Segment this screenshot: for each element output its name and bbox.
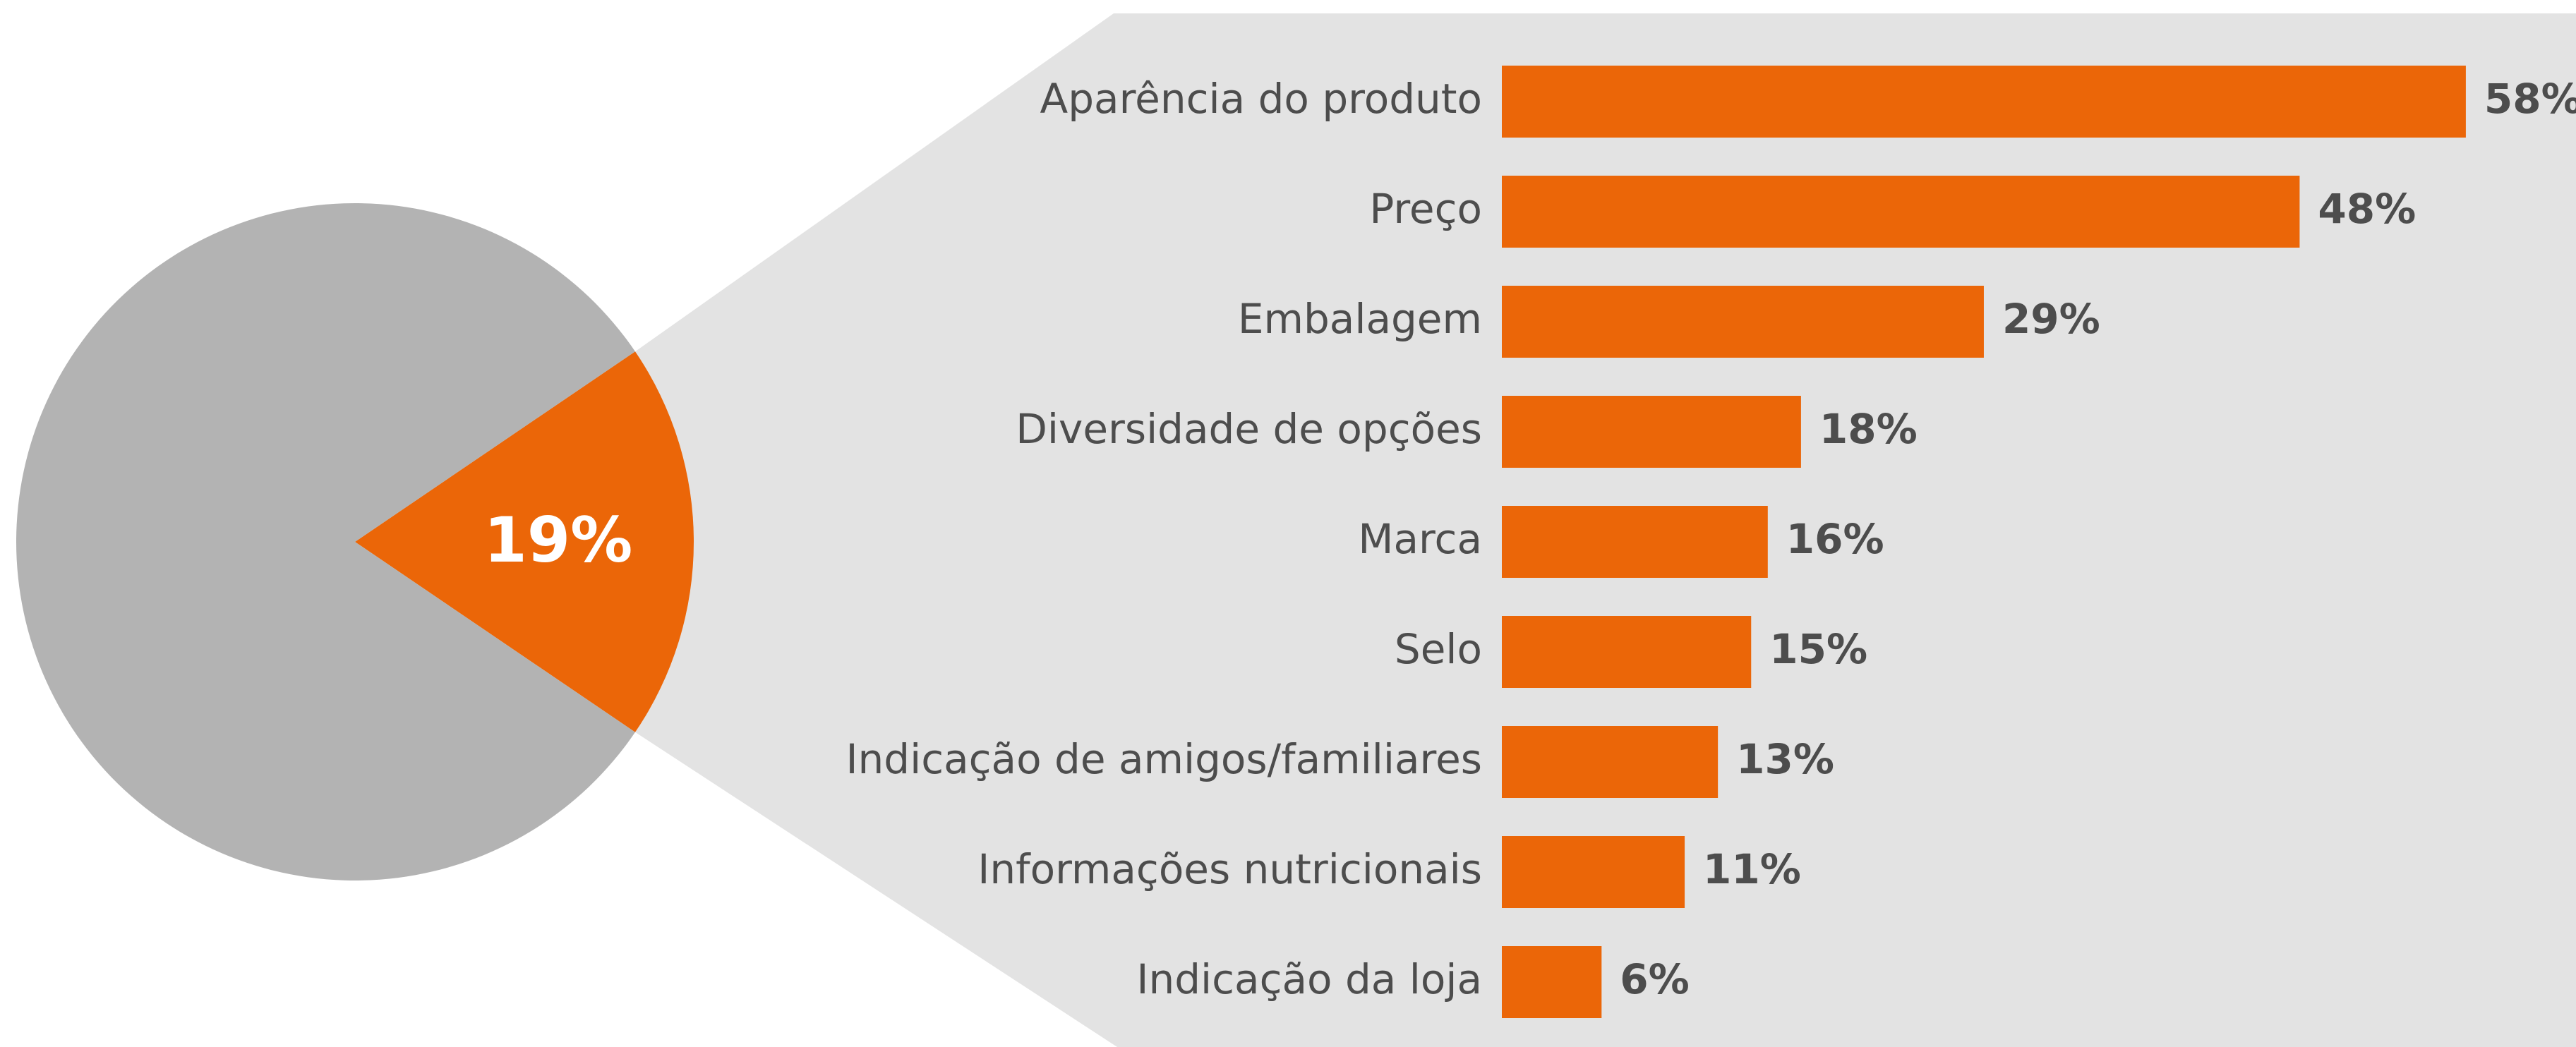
- bar: [1502, 506, 1768, 578]
- value-label: 29%: [2002, 295, 2100, 343]
- value-label: 48%: [2318, 185, 2416, 233]
- value-label: 16%: [1786, 515, 1884, 563]
- bar: [1502, 176, 2300, 248]
- category-label: Indicação da loja: [1136, 955, 1482, 1003]
- pie-label: 19%: [484, 504, 633, 576]
- category-label: Indicação de amigos/familiares: [845, 735, 1482, 783]
- category-label: Diversidade de opções: [1016, 405, 1482, 453]
- category-label: Informações nutricionais: [977, 845, 1482, 893]
- value-label: 13%: [1736, 735, 1834, 783]
- category-label: Marca: [1358, 515, 1482, 563]
- bar: [1502, 286, 1984, 358]
- bar: [1502, 396, 1801, 468]
- value-label: 6%: [1620, 955, 1689, 1003]
- value-label: 15%: [1769, 625, 1867, 673]
- bar: [1502, 66, 2466, 138]
- category-label: Selo: [1395, 625, 1482, 673]
- bar: [1502, 946, 1602, 1018]
- bar: [1502, 836, 1685, 908]
- value-label: 58%: [2484, 75, 2576, 123]
- category-label: Preço: [1369, 185, 1482, 233]
- bar: [1502, 726, 1719, 798]
- category-label: Aparência do produto: [1040, 75, 1482, 123]
- value-label: 11%: [1703, 845, 1801, 893]
- category-label: Embalagem: [1238, 295, 1482, 343]
- bar: [1502, 616, 1752, 688]
- pie-slice: [16, 203, 635, 881]
- pie-slice: [355, 351, 694, 732]
- value-label: 18%: [1819, 405, 1918, 453]
